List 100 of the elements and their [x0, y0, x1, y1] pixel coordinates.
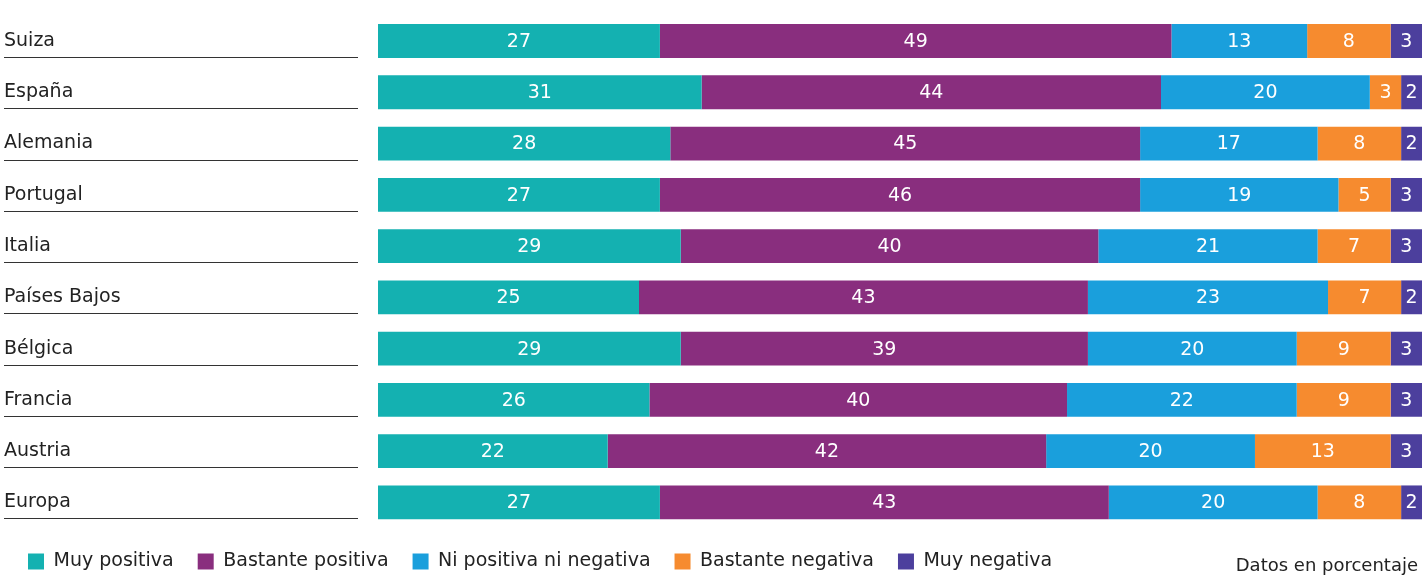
data-label: 19 — [1227, 182, 1252, 205]
data-label: 3 — [1400, 336, 1413, 359]
data-label: 9 — [1337, 336, 1350, 359]
data-label: 40 — [877, 234, 902, 257]
data-label: 46 — [887, 182, 913, 205]
bar — [1390, 229, 1422, 263]
data-label: 29 — [517, 234, 542, 257]
bar — [1140, 177, 1339, 212]
data-label: 8 — [1353, 131, 1366, 154]
data-label: 3 — [1400, 439, 1413, 462]
data-label: 20 — [1201, 490, 1226, 513]
y-tick-label: Suiza — [4, 27, 55, 50]
bar — [1317, 485, 1402, 520]
data-label: 13 — [1310, 439, 1335, 462]
y-tick-label: España — [4, 79, 74, 102]
legend-label: Muy negativa — [923, 548, 1053, 571]
bar — [378, 75, 702, 110]
bar — [680, 229, 1099, 263]
bar — [1067, 382, 1297, 417]
data-label: 3 — [1400, 387, 1413, 410]
y-tick-label: Europa — [4, 489, 71, 512]
text: Datos en porcentaje — [1235, 554, 1418, 575]
bar — [1140, 126, 1318, 161]
data-label: 20 — [1253, 80, 1278, 103]
data-label: 23 — [1195, 285, 1221, 308]
data-label: 39 — [872, 336, 897, 359]
bar — [1369, 75, 1402, 110]
data-label: 27 — [506, 182, 532, 205]
data-label: 31 — [527, 80, 552, 103]
data-label: 20 — [1180, 336, 1205, 359]
legend-label: Ni positiva ni negativa — [438, 548, 651, 571]
bar — [1317, 229, 1391, 263]
data-label: 5 — [1358, 182, 1371, 205]
bar — [1307, 24, 1391, 58]
bar — [1401, 485, 1422, 520]
bar — [1317, 126, 1402, 161]
bar — [1108, 485, 1318, 520]
data-label: 20 — [1138, 439, 1163, 462]
bar — [639, 280, 1088, 315]
bar — [1046, 434, 1255, 469]
data-label: 40 — [846, 387, 871, 410]
bar — [378, 126, 671, 161]
y-tick-label: Italia — [4, 233, 51, 256]
y-tick-label: Portugal — [4, 181, 83, 204]
data-label: 42 — [814, 439, 840, 462]
y-tick-label: Países Bajos — [4, 284, 121, 307]
bar — [1087, 331, 1297, 366]
bar — [1254, 434, 1391, 469]
bar — [701, 75, 1161, 110]
data-label: 22 — [1169, 387, 1194, 410]
legend-label: Bastante positiva — [223, 548, 389, 571]
y-tick-label: Bélgica — [4, 335, 74, 358]
bar — [659, 177, 1141, 212]
bar — [1161, 75, 1370, 110]
data-label: 43 — [851, 285, 876, 308]
bar — [378, 485, 660, 520]
bar — [1390, 177, 1422, 212]
bar — [659, 24, 1172, 58]
bar — [1401, 75, 1422, 110]
data-label: 43 — [872, 490, 897, 513]
bar — [1390, 382, 1422, 417]
data-label: 27 — [506, 490, 532, 513]
data-label: 8 — [1342, 28, 1355, 51]
bar — [1087, 280, 1329, 315]
data-label: 2 — [1405, 285, 1418, 308]
data-label: 7 — [1358, 285, 1371, 308]
data-label: 2 — [1405, 490, 1418, 513]
bar — [1171, 24, 1308, 58]
data-label: 2 — [1405, 131, 1418, 154]
data-label: 28 — [512, 131, 537, 154]
data-label: 3 — [1379, 80, 1392, 103]
bar — [378, 434, 608, 469]
data-label: 44 — [919, 80, 944, 103]
bar — [1296, 382, 1391, 417]
data-label: 22 — [480, 439, 505, 462]
data-label: 17 — [1216, 131, 1241, 154]
bar — [659, 485, 1109, 520]
legend-label: Muy positiva — [53, 548, 174, 571]
data-label: 29 — [517, 336, 542, 359]
data-label: 2 — [1405, 80, 1418, 103]
bar — [649, 382, 1068, 417]
data-label: 49 — [903, 28, 928, 51]
bar — [1296, 331, 1391, 366]
bar — [607, 434, 1047, 469]
data-label: 3 — [1400, 28, 1413, 51]
bar — [1328, 280, 1402, 315]
data-label: 9 — [1337, 387, 1350, 410]
bar — [378, 331, 681, 366]
bar — [1390, 331, 1422, 366]
legend-label: Bastante negativa — [700, 548, 874, 571]
bar — [1098, 229, 1318, 263]
data-label: 7 — [1348, 234, 1361, 257]
y-tick-label: Austria — [4, 438, 72, 461]
y-tick-label: Alemania — [4, 130, 94, 153]
bar — [1390, 24, 1422, 58]
data-label: 3 — [1400, 182, 1413, 205]
y-tick-label: Francia — [4, 386, 73, 409]
data-label: 8 — [1353, 490, 1366, 513]
bar — [378, 177, 660, 212]
bar — [1401, 280, 1422, 315]
